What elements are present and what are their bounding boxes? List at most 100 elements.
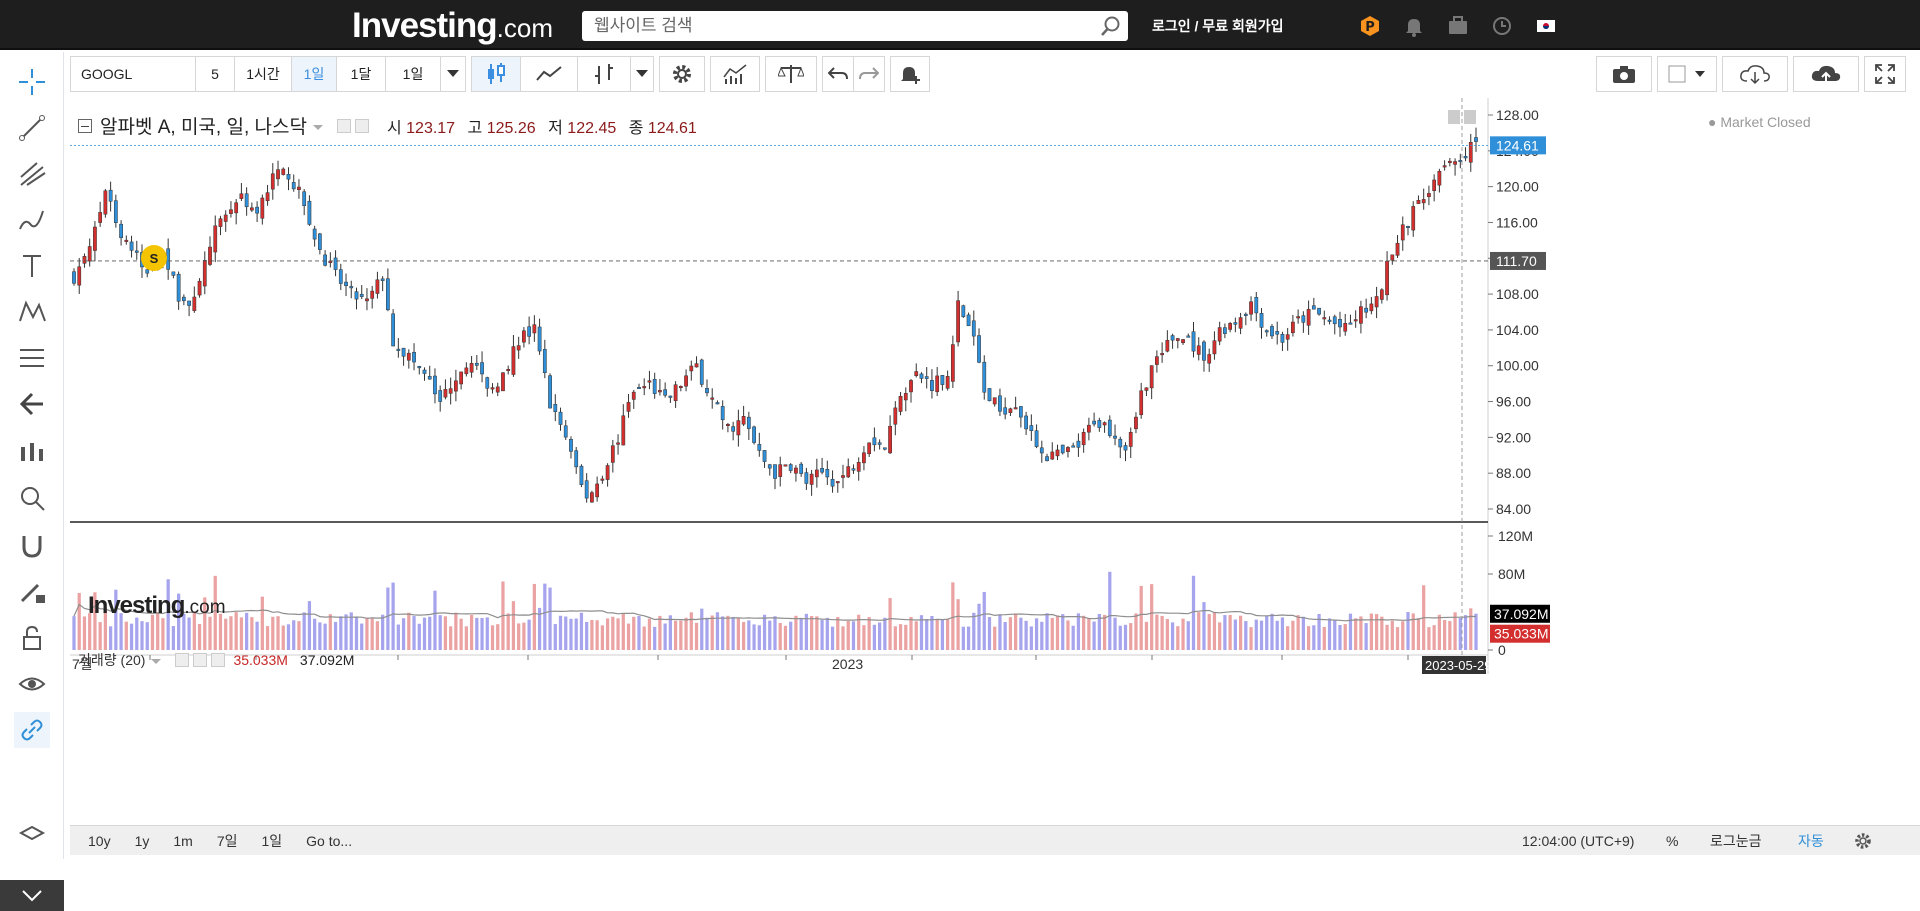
interval-dropdown[interactable]: [440, 56, 466, 92]
volume-bar: [412, 616, 416, 650]
search-input[interactable]: [582, 11, 1128, 41]
candle: [1270, 326, 1274, 337]
redo-icon[interactable]: [853, 56, 885, 92]
link-icon[interactable]: [14, 712, 50, 748]
range-1y[interactable]: 1y: [134, 832, 150, 849]
interval-1h[interactable]: 1시간: [234, 56, 292, 92]
lock-drawing-icon[interactable]: [14, 574, 50, 610]
back-arrow-icon[interactable]: [14, 386, 50, 422]
compare-icon[interactable]: [765, 56, 817, 92]
auto-scale-toggle[interactable]: 자동: [1798, 833, 1824, 849]
candle: [940, 375, 945, 385]
volume-legend: 거래량 (20) 35.033M 37.092M: [78, 650, 354, 670]
range-7d[interactable]: 7일: [216, 832, 238, 849]
crosshair-icon[interactable]: [14, 64, 50, 100]
volume-bar: [1427, 627, 1431, 650]
volume-dropdown-icon[interactable]: [151, 652, 162, 668]
candle: [1107, 419, 1112, 436]
log-scale-toggle[interactable]: 로그눈금: [1710, 833, 1762, 849]
volume-settings-icons[interactable]: [175, 653, 226, 667]
percent-toggle[interactable]: %: [1666, 833, 1679, 849]
collapse-toolbar-button[interactable]: [0, 880, 64, 911]
candle: [396, 348, 401, 351]
candle: [919, 373, 924, 379]
volume-title[interactable]: 거래량 (20): [78, 652, 146, 668]
korea-flag-icon[interactable]: [1534, 14, 1558, 38]
settings-gear-icon[interactable]: [1854, 826, 1872, 856]
brush-icon[interactable]: [14, 202, 50, 238]
volume-bar: [1223, 615, 1227, 650]
cloud-download-icon[interactable]: [1722, 56, 1788, 92]
interval-1d[interactable]: 1일: [291, 56, 337, 92]
indicators-icon[interactable]: [710, 56, 760, 92]
candle: [820, 468, 824, 473]
magnet-icon[interactable]: [14, 528, 50, 564]
trendline-icon[interactable]: [14, 110, 50, 146]
text-tool-icon[interactable]: [14, 248, 50, 284]
investing-pro-icon[interactable]: P: [1358, 14, 1382, 38]
unlock-icon[interactable]: [14, 620, 50, 656]
login-signup-link[interactable]: 로그인 / 무료 회원가입: [1152, 18, 1284, 34]
candle: [1291, 321, 1295, 334]
volume-bar: [851, 621, 856, 650]
volume-bar: [605, 618, 610, 650]
alert-icon[interactable]: [890, 56, 930, 92]
bars-chart-button[interactable]: [577, 56, 631, 92]
volume-bar: [1202, 602, 1206, 650]
cloud-upload-icon[interactable]: [1793, 56, 1859, 92]
volume-bar: [898, 624, 903, 650]
volume-bar: [349, 612, 353, 650]
investing-logo[interactable]: Investing.com: [352, 6, 553, 45]
layout-select[interactable]: [1657, 56, 1717, 92]
interval-1m[interactable]: 1달: [336, 56, 386, 92]
portfolio-icon[interactable]: [1446, 14, 1470, 38]
volume-bar: [537, 607, 542, 650]
range-10y[interactable]: 10y: [88, 832, 111, 849]
pitchfork-icon[interactable]: [14, 156, 50, 192]
volume-bar: [1212, 612, 1217, 650]
chart-type-dropdown[interactable]: [630, 56, 654, 92]
interval-1d-alt[interactable]: 1일: [385, 56, 441, 92]
volume-bar: [694, 622, 699, 650]
zoom-icon[interactable]: [14, 480, 50, 516]
legend-collapse-icon[interactable]: [78, 118, 92, 133]
candles-button[interactable]: [471, 56, 521, 92]
camera-icon[interactable]: [1596, 56, 1652, 92]
undo-icon[interactable]: [822, 56, 854, 92]
crosshair-price-label: 111.70: [1496, 253, 1537, 269]
pattern-icon[interactable]: [14, 294, 50, 330]
measure-icon[interactable]: [14, 434, 50, 470]
search-icon[interactable]: [1100, 15, 1122, 42]
line-chart-button[interactable]: [520, 56, 578, 92]
site-search[interactable]: [582, 11, 1128, 41]
range-1m[interactable]: 1m: [173, 832, 193, 849]
gear-icon[interactable]: [659, 56, 705, 92]
price-chart[interactable]: 84.00 88.00 92.00 96.00 100.00 104.00 108.00 11…: [70, 98, 1920, 824]
candle: [1411, 206, 1416, 231]
bell-icon[interactable]: [1402, 14, 1426, 38]
volume-bar: [825, 617, 829, 650]
fullscreen-icon[interactable]: [1864, 56, 1906, 92]
volume-bar: [271, 616, 275, 650]
title-dropdown-icon[interactable]: [312, 115, 323, 137]
volume-bar: [396, 624, 400, 650]
legend-settings-icons[interactable]: [336, 118, 369, 133]
candle: [187, 300, 191, 306]
goto-date[interactable]: Go to...: [306, 832, 353, 849]
price-tick-label: 100.00: [1496, 358, 1539, 374]
candle: [961, 305, 966, 318]
symbol-input[interactable]: GOOGL: [70, 56, 196, 92]
range-1d[interactable]: 1일: [261, 832, 283, 849]
volume-bar: [381, 614, 385, 650]
volume-bar: [433, 590, 437, 650]
clock-icon[interactable]: [1490, 14, 1514, 38]
instrument-title[interactable]: 알파벳 A, 미국, 일, 나스닥: [100, 117, 307, 138]
candle: [1008, 408, 1013, 413]
fib-icon[interactable]: [14, 340, 50, 376]
interval-count[interactable]: 5: [195, 56, 235, 92]
candle: [1311, 305, 1316, 310]
candle: [1092, 420, 1096, 425]
eye-icon[interactable]: [14, 666, 50, 702]
drawing-layers-icon[interactable]: [14, 818, 50, 854]
clock-readout[interactable]: 12:04:00 (UTC+9): [1522, 833, 1635, 849]
